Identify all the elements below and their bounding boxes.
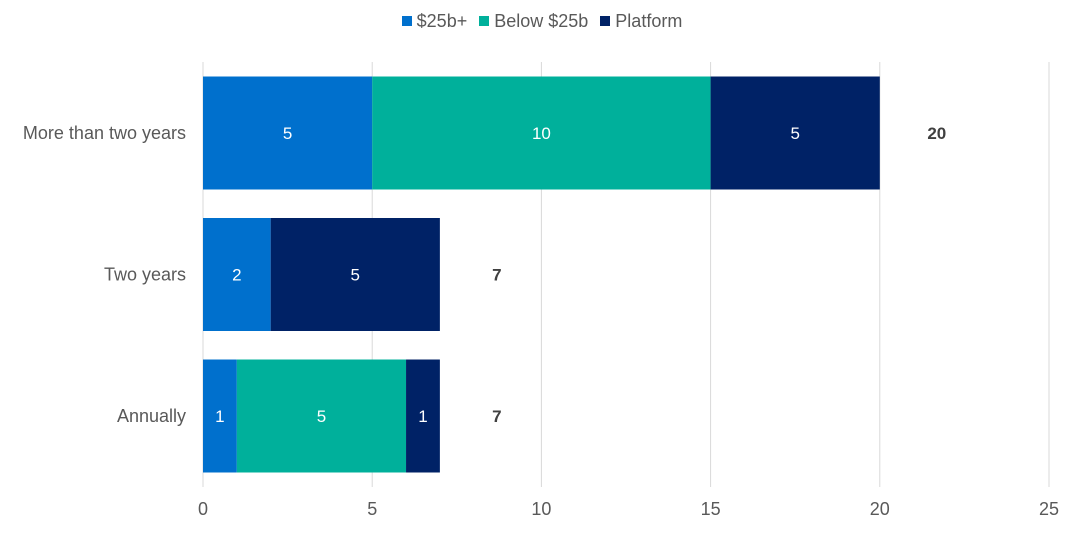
- legend-label: Below $25b: [494, 10, 589, 31]
- bar-segment: [406, 359, 440, 473]
- bar-segment: [710, 76, 880, 190]
- legend-item: Below $25b: [479, 11, 588, 32]
- bar-segment: [203, 359, 237, 473]
- bar-segment: [372, 76, 711, 190]
- x-tick-label: 20: [870, 499, 890, 519]
- x-tick-label: 0: [198, 499, 208, 519]
- category-label: More than two years: [23, 123, 186, 143]
- data-label: 5: [283, 124, 292, 143]
- legend-label: $25b+: [416, 10, 468, 31]
- bar-segment: [270, 218, 440, 331]
- data-label: 5: [351, 266, 360, 285]
- x-tick-label: 15: [701, 499, 721, 519]
- total-label: 7: [492, 407, 501, 426]
- legend-item: $25b+: [401, 10, 468, 32]
- legend-item: Platform: [600, 11, 682, 32]
- category-label: Annually: [117, 406, 186, 426]
- total-label: 7: [492, 266, 501, 285]
- total-label: 20: [927, 124, 946, 143]
- data-label: 10: [532, 124, 551, 143]
- data-label: 5: [790, 124, 799, 143]
- x-tick-label: 25: [1039, 499, 1059, 519]
- x-tick-label: 5: [367, 499, 377, 519]
- data-label: 2: [232, 266, 241, 285]
- category-label: Two years: [104, 265, 186, 285]
- data-label: 5: [317, 407, 326, 426]
- legend-swatch: [600, 16, 611, 26]
- legend-swatch: [401, 16, 412, 26]
- x-tick-label: 10: [531, 499, 551, 519]
- bar-segment: [236, 359, 407, 473]
- data-label: 1: [215, 407, 224, 426]
- bar-segment: [203, 218, 271, 331]
- bar-segment: [203, 76, 373, 190]
- legend-label: Platform: [615, 10, 683, 31]
- data-label: 1: [418, 407, 427, 426]
- legend: $25b+ Below $25b Platform: [0, 9, 1084, 33]
- legend-swatch: [479, 16, 490, 26]
